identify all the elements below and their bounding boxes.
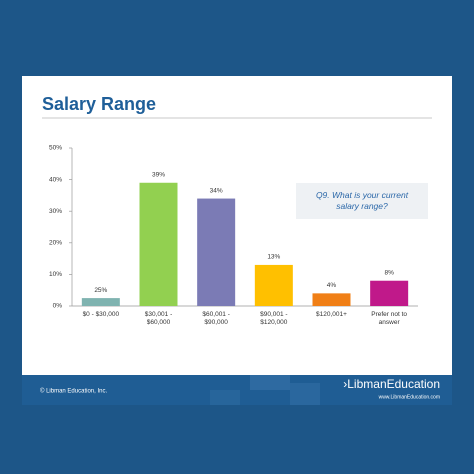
bar (139, 182, 178, 306)
slide-body (22, 76, 452, 376)
x-tick-label: $60,001 - $90,000 (202, 311, 230, 326)
footer-band (22, 375, 452, 405)
bar (197, 198, 236, 306)
data-label: 34% (210, 187, 223, 194)
footer-deco (290, 383, 320, 405)
footer-deco (250, 375, 290, 390)
x-tick-label: $0 - $30,000 (82, 311, 120, 318)
url: www.LibmanEducation.com (379, 394, 440, 400)
data-label: 4% (327, 282, 337, 289)
data-label: 8% (384, 269, 394, 276)
chart-title: Salary Range (42, 94, 156, 114)
bar (370, 280, 409, 306)
y-tick-label: 10% (49, 271, 62, 278)
x-tick-label: Prefer not to answer (371, 311, 408, 326)
data-label: 39% (152, 171, 165, 178)
y-tick-label: 30% (49, 208, 62, 215)
copyright: © Libman Education, Inc. (40, 388, 107, 395)
y-tick-label: 50% (49, 145, 62, 152)
x-tick-label: $120,001+ (316, 311, 347, 318)
x-tick-label: $90,001 - $120,000 (260, 311, 288, 326)
y-tick-label: 20% (49, 240, 62, 247)
x-tick-label: $30,001 - $60,000 (144, 311, 173, 326)
y-tick-label: 0% (53, 303, 63, 310)
bar (81, 298, 120, 306)
annotation: Q9. What is your current salary range? (296, 183, 428, 219)
brand: ›LibmanEducation (343, 377, 440, 391)
bar (254, 264, 293, 306)
footer-deco (210, 390, 240, 405)
data-label: 25% (94, 287, 107, 294)
y-tick-label: 40% (49, 176, 62, 183)
bar (312, 293, 351, 306)
data-label: 13% (267, 254, 280, 261)
